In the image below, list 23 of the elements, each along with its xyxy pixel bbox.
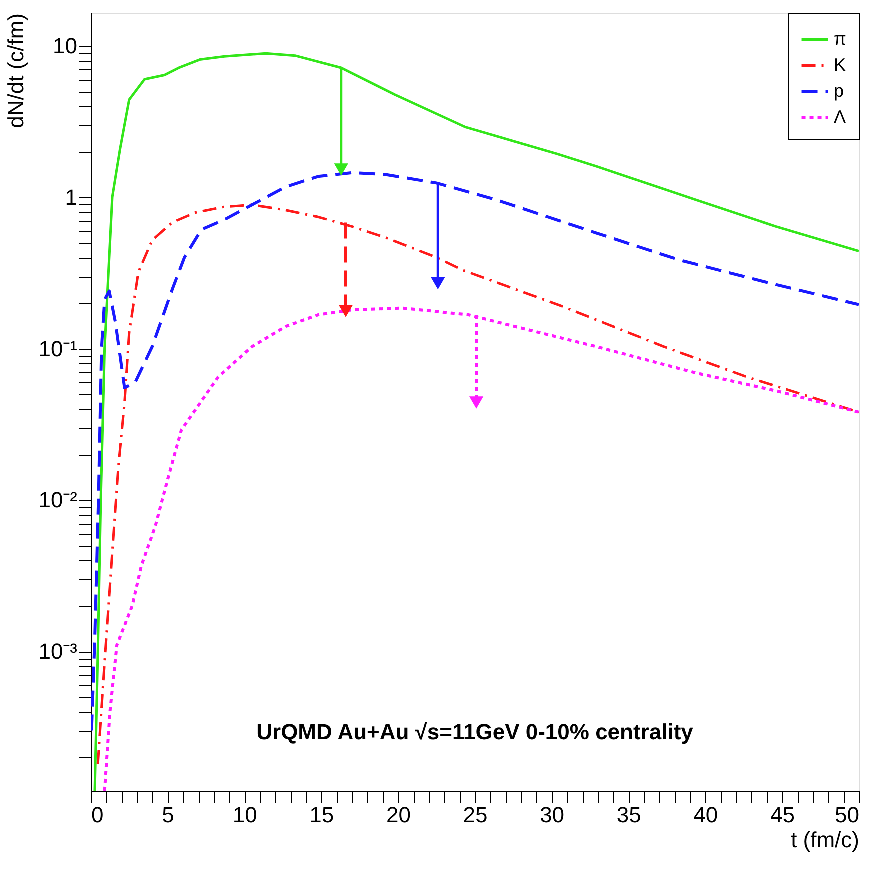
legend-label: p xyxy=(834,81,844,101)
x-tick-label: 25 xyxy=(463,802,488,828)
x-tick-label: 5 xyxy=(162,802,174,828)
y-tick-label: 10⁻¹ xyxy=(38,336,78,362)
x-tick-label: 50 xyxy=(835,802,860,828)
x-axis-title: t (fm/c) xyxy=(791,828,860,852)
x-tick-label: 10 xyxy=(232,802,258,828)
legend-label: K xyxy=(834,55,846,75)
x-tick-label: 15 xyxy=(310,802,334,828)
y-axis-title: dN/dt (c/fm) xyxy=(4,14,29,128)
x-tick-label: 40 xyxy=(694,802,718,828)
legend-label: π xyxy=(834,29,846,49)
y-tick-label: 10⁻³ xyxy=(38,639,78,664)
x-tick-label: 30 xyxy=(540,802,565,828)
x-tick-label: 20 xyxy=(386,802,411,828)
x-tick-label: 0 xyxy=(92,802,104,828)
x-tick-label: 35 xyxy=(616,802,642,828)
x-tick-label: 45 xyxy=(770,802,795,828)
legend-label: Λ xyxy=(834,107,846,127)
y-tick-label: 10 xyxy=(53,33,78,58)
annotation: UrQMD Au+Au √s=11GeV 0-10% centrality xyxy=(256,720,694,745)
y-tick-label: 10⁻² xyxy=(38,488,78,513)
y-tick-label: 1 xyxy=(65,184,78,210)
